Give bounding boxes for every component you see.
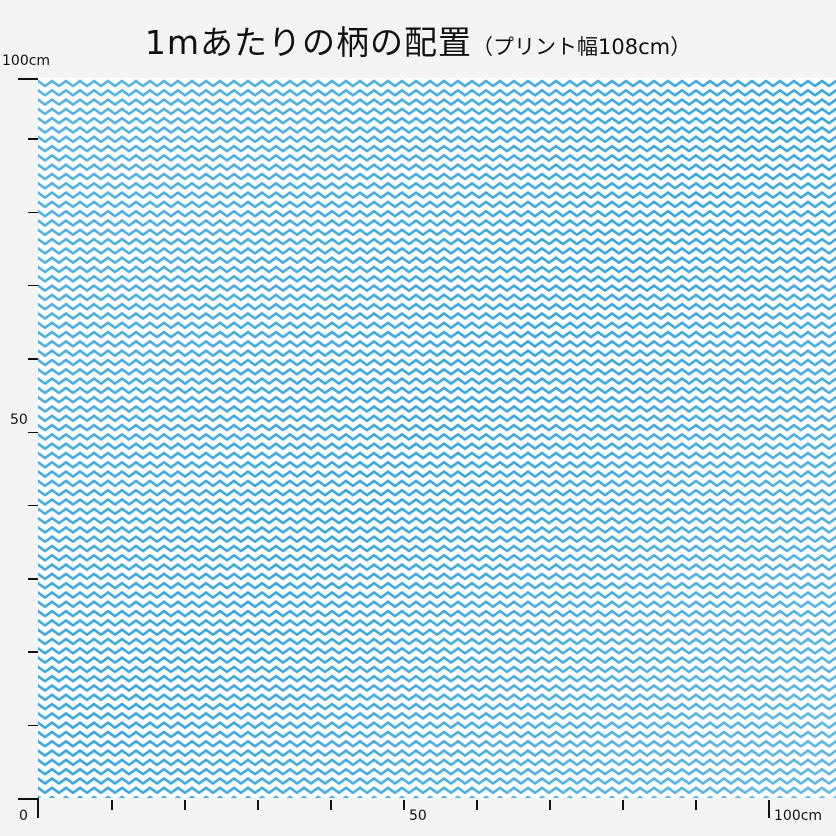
title-sub: （プリント幅108cm） [472,35,692,59]
x-tick [257,800,259,810]
y-axis-top-label: 100cm [2,53,51,69]
page-title: 1mあたりの柄の配置（プリント幅108cm） [0,16,836,64]
y-tick [28,651,38,653]
x-tick [403,800,405,810]
y-tick [28,358,38,360]
x-tick [622,800,624,810]
y-axis-mid-label: 50 [10,412,28,428]
title-main: 1mあたりの柄の配置 [144,23,473,62]
x-axis-mid-label: 50 [409,808,427,824]
x-axis-end-label: 100cm [774,808,823,824]
x-tick [476,800,478,810]
y-tick [28,431,38,433]
x-tick [695,800,697,810]
y-tick [28,138,38,140]
y-tick [28,724,38,727]
x-tick [330,800,332,810]
y-tick [28,211,38,214]
fabric-pattern-preview [38,78,836,798]
watercolor-shading [38,78,836,798]
y-tick [28,284,38,287]
origin-label: 0 [19,808,28,824]
origin-vertical [37,798,39,818]
x-origin-tick [18,798,38,800]
y-top-tick [18,78,38,80]
x-tick [549,800,551,810]
x-tick [184,800,186,810]
x-tick [768,800,770,818]
y-tick [28,504,38,507]
y-tick [28,578,38,580]
x-tick [111,800,113,810]
